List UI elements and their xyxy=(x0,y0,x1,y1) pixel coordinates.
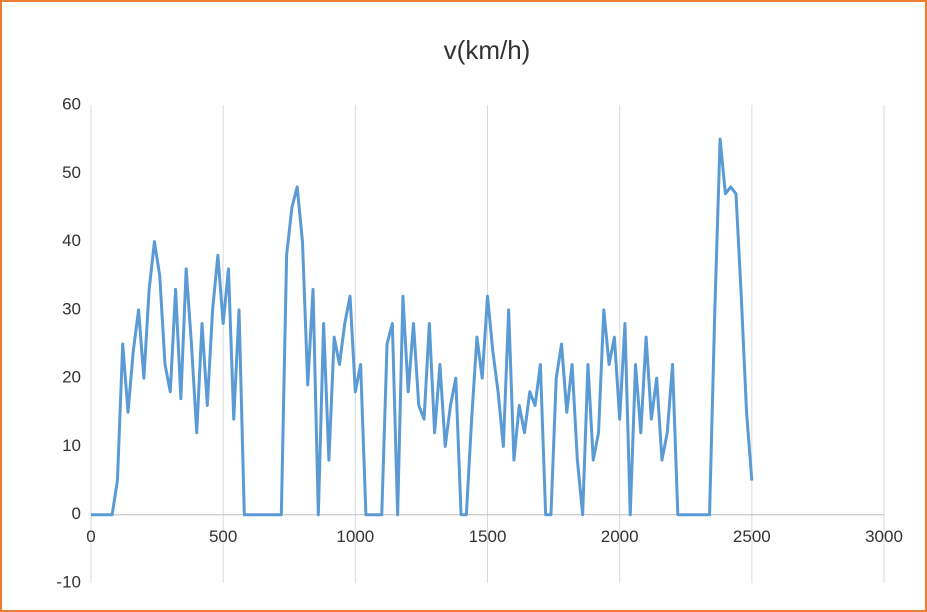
chart-title: v(km/h) xyxy=(444,35,531,65)
x-tick-label: 0 xyxy=(86,527,95,546)
y-tick-label: 10 xyxy=(62,436,81,455)
y-tick-label: 60 xyxy=(62,94,81,113)
y-tick-label: 20 xyxy=(62,368,81,387)
x-tick-label: 500 xyxy=(209,527,237,546)
y-tick-label: 0 xyxy=(72,504,81,523)
y-tick-label: 40 xyxy=(62,231,81,250)
grid xyxy=(90,105,885,583)
plot xyxy=(91,137,754,517)
x-tick-label: 1500 xyxy=(469,527,507,546)
y-tick-label: -10 xyxy=(56,572,81,591)
tick-labels: -10 0 10 20 30 40 50 60 0 500 1000 1500 2000 2500 3000 xyxy=(56,94,902,591)
x-tick-label: 2500 xyxy=(733,527,771,546)
y-tick-label: 30 xyxy=(62,299,81,318)
x-tick-label: 1000 xyxy=(336,527,374,546)
y-tick-label: 50 xyxy=(62,163,81,182)
x-tick-label: 3000 xyxy=(865,527,903,546)
x-tick-label: 2000 xyxy=(601,527,639,546)
data-line xyxy=(91,137,754,517)
